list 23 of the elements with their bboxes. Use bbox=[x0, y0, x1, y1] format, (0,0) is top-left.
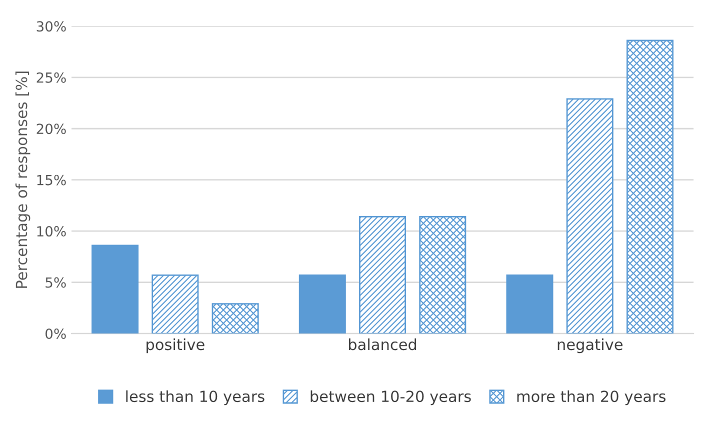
bar bbox=[566, 98, 614, 334]
bar bbox=[419, 216, 466, 334]
legend-label: less than 10 years bbox=[126, 390, 264, 406]
x-tick-label: balanced bbox=[348, 338, 416, 350]
bar bbox=[359, 216, 406, 334]
bar bbox=[626, 40, 674, 334]
bar bbox=[92, 244, 139, 334]
legend-label: between 10-20 years bbox=[310, 390, 471, 406]
y-axis-title: Percentage of responses [%] bbox=[15, 72, 30, 288]
y-tick-label: 30% bbox=[36, 21, 66, 32]
legend-label: more than 20 years bbox=[517, 390, 666, 406]
y-tick-label: 10% bbox=[37, 226, 66, 237]
y-tick-label: 20% bbox=[36, 124, 66, 134]
y-tick-label: 0% bbox=[46, 328, 66, 340]
bar bbox=[506, 274, 554, 334]
y-tick-label: 15% bbox=[37, 174, 66, 186]
x-tick-label: positive bbox=[146, 338, 204, 354]
bar bbox=[298, 274, 346, 334]
y-tick-label: 5% bbox=[46, 277, 66, 288]
x-tick-label: negative bbox=[558, 338, 622, 354]
y-tick-label: 25% bbox=[36, 72, 66, 83]
bar bbox=[152, 274, 199, 334]
bar bbox=[212, 303, 259, 334]
